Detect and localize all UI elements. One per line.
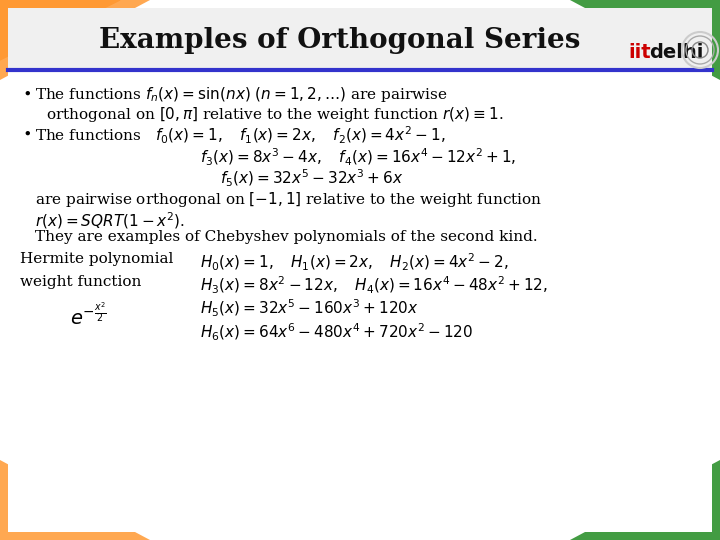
Polygon shape <box>0 0 120 60</box>
Text: orthogonal on $[0, \pi]$ relative to the weight function $r(x) \equiv 1$.: orthogonal on $[0, \pi]$ relative to the… <box>46 105 503 124</box>
FancyBboxPatch shape <box>8 8 712 532</box>
Polygon shape <box>0 460 150 540</box>
Text: delhi: delhi <box>649 43 703 62</box>
Text: $H_0(x)=1,$   $H_1(x)=2x,$   $H_2(x)=4x^2-2,$: $H_0(x)=1,$ $H_1(x)=2x,$ $H_2(x)=4x^2-2,… <box>200 252 509 273</box>
Text: $e^{-\frac{x^2}{2}}$: $e^{-\frac{x^2}{2}}$ <box>70 302 107 328</box>
Text: They are examples of Chebyshev polynomials of the second kind.: They are examples of Chebyshev polynomia… <box>35 230 538 244</box>
Text: weight function: weight function <box>20 275 141 289</box>
Text: The functions   $f_0(x)=1,$   $f_1(x)=2x,$   $f_2(x)=4x^2-1,$: The functions $f_0(x)=1,$ $f_1(x)=2x,$ $… <box>35 125 446 146</box>
Polygon shape <box>570 0 720 80</box>
Polygon shape <box>0 0 150 80</box>
Text: $\bullet$: $\bullet$ <box>22 125 31 140</box>
Text: are pairwise orthogonal on $[-1, 1]$ relative to the weight function: are pairwise orthogonal on $[-1, 1]$ rel… <box>35 190 542 209</box>
Text: The functions $f_n(x) = \sin(nx)$ $(n = 1, 2, \ldots)$ are pairwise: The functions $f_n(x) = \sin(nx)$ $(n = … <box>35 85 448 104</box>
Text: $f_5(x)=32x^5-32x^3+6x$: $f_5(x)=32x^5-32x^3+6x$ <box>220 168 403 189</box>
Polygon shape <box>570 460 720 540</box>
Text: Hermite polynomial: Hermite polynomial <box>20 252 174 266</box>
Text: $H_5(x)=32x^5-160x^3+120x$: $H_5(x)=32x^5-160x^3+120x$ <box>200 298 418 319</box>
Text: $f_3(x)=8x^3-4x,$   $f_4(x)=16x^4-12x^2+1,$: $f_3(x)=8x^3-4x,$ $f_4(x)=16x^4-12x^2+1,… <box>200 147 516 168</box>
Text: Examples of Orthogonal Series: Examples of Orthogonal Series <box>99 26 581 53</box>
Text: $\bullet$: $\bullet$ <box>22 85 31 100</box>
Text: $H_6(x)=64x^6-480x^4+720x^2-120$: $H_6(x)=64x^6-480x^4+720x^2-120$ <box>200 322 473 343</box>
Text: $r(x) = SQRT(1-x^2)$.: $r(x) = SQRT(1-x^2)$. <box>35 210 185 231</box>
Text: $H_3(x)=8x^2-12x,$   $H_4(x)=16x^4-48x^2+12,$: $H_3(x)=8x^2-12x,$ $H_4(x)=16x^4-48x^2+1… <box>200 275 548 296</box>
FancyBboxPatch shape <box>8 8 712 70</box>
Text: iit: iit <box>628 43 651 62</box>
